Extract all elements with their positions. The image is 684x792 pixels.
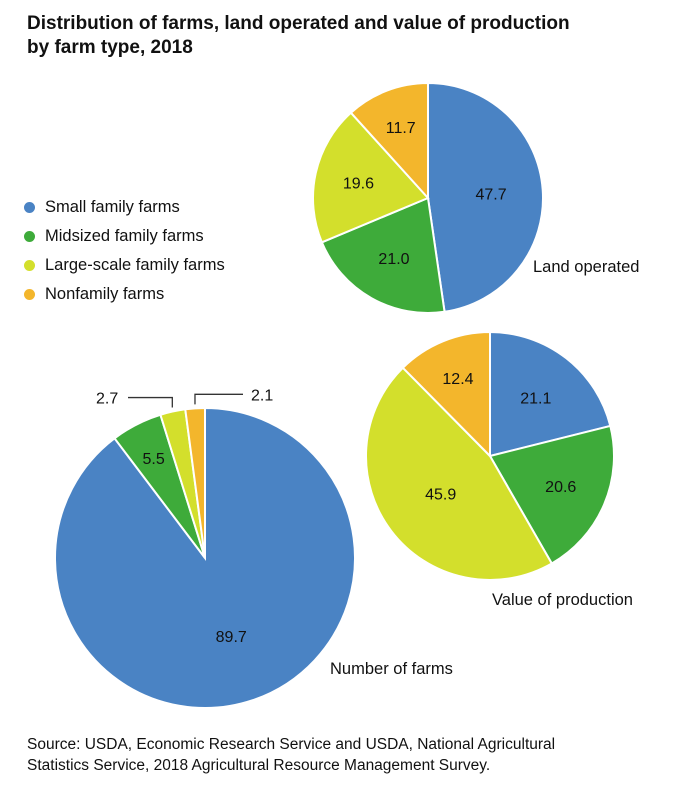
chart-title-line-2: by farm type, 2018 — [27, 37, 193, 58]
source-line-1: Source: USDA, Economic Research Service … — [27, 736, 556, 753]
pie-title-number-of-farms: Number of farms — [330, 660, 453, 678]
pie-number-label-nonfamily: 2.1 — [251, 387, 273, 404]
legend-swatch-nonfamily — [24, 289, 35, 300]
pie-title-land-operated: Land operated — [533, 258, 639, 276]
pie-title-value-of-production: Value of production — [492, 591, 633, 609]
pie-land-label-small-family: 47.7 — [476, 186, 507, 203]
pie-value-slice-small-family — [489, 330, 612, 458]
legend-label-nonfamily: Nonfamily farms — [45, 285, 165, 303]
legend-swatch-large-scale-family — [24, 260, 35, 271]
legend-swatch-small-family — [24, 202, 35, 213]
pie-value-slice-large-scale-family — [365, 366, 554, 581]
pie-number-slice-nonfamily — [184, 406, 206, 559]
pie-value-label-large-scale-family: 45.9 — [425, 487, 456, 504]
legend-swatch-midsized-family — [24, 231, 35, 242]
pie-land-operated: 47.7 21.0 19.6 11.7 — [312, 81, 544, 314]
legend-label-large-scale-family: Large-scale family farms — [45, 256, 225, 274]
chart-title-line-1: Distribution of farms, land operated and… — [27, 13, 570, 34]
pie-number-leader-nonfamily — [194, 393, 243, 405]
pie-value-label-midsized-family: 20.6 — [545, 479, 576, 496]
pie-land-slice-nonfamily — [349, 81, 429, 201]
pie-value-of-production: 21.1 20.6 45.9 12.4 — [365, 330, 615, 581]
pie-value-label-small-family: 21.1 — [520, 390, 551, 407]
pie-number-of-farms: 89.7 5.5 2.7 2.1 — [54, 387, 356, 709]
legend-label-midsized-family: Midsized family farms — [45, 227, 204, 245]
pie-land-slice-large-scale-family — [312, 111, 430, 244]
source-line-2: Statistics Service, 2018 Agricultural Re… — [27, 757, 491, 774]
pie-value-slice-midsized-family — [488, 424, 615, 565]
pie-value-label-nonfamily: 12.4 — [442, 371, 473, 388]
pie-land-slice-midsized-family — [320, 196, 446, 314]
pie-land-label-nonfamily: 11.7 — [386, 120, 416, 137]
source-note: Source: USDA, Economic Research Service … — [27, 734, 667, 776]
pie-number-leader-large-scale-family — [128, 396, 173, 408]
chart-title: Distribution of farms, land operated and… — [27, 12, 667, 60]
pie-number-label-large-scale-family: 2.7 — [96, 391, 118, 408]
pie-number-label-small-family: 89.7 — [216, 629, 247, 646]
pie-land-label-midsized-family: 21.0 — [378, 251, 409, 268]
pie-land-label-large-scale-family: 19.6 — [343, 175, 374, 192]
legend-label-small-family: Small family farms — [45, 198, 180, 216]
pie-land-slice-small-family — [427, 81, 544, 313]
pie-value-slice-nonfamily — [401, 330, 491, 459]
pie-number-label-midsized-family: 5.5 — [142, 451, 164, 468]
